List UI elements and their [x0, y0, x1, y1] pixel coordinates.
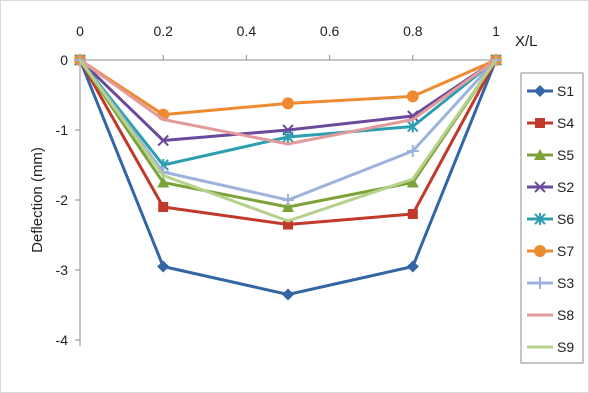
legend-label-s3: S3	[557, 275, 574, 291]
x-tick-label: 0.8	[403, 23, 423, 39]
legend-label-s9: S9	[557, 339, 574, 355]
legend-marker-s3	[534, 277, 546, 289]
data-point-s1	[406, 260, 419, 273]
data-point-s3	[406, 145, 419, 157]
series-layer	[74, 54, 502, 301]
legend-item-s9: S9	[527, 339, 574, 355]
y-tick-label: 0	[60, 52, 68, 68]
data-point-s7	[282, 97, 294, 110]
x-tick-label: 0.6	[320, 23, 340, 39]
data-point-s4	[158, 202, 169, 212]
legend-item-s5: S5	[527, 147, 574, 163]
data-point-s5	[282, 201, 294, 212]
legend-label-s5: S5	[557, 147, 574, 163]
y-tick-label: -2	[56, 192, 69, 208]
y-tick-label: -3	[56, 262, 69, 278]
data-point-s5	[157, 176, 170, 188]
axes: 0 0.2 0.4 0.6 0.8 1 0 -1 -2 -3 -4	[56, 23, 501, 348]
legend-item-s7: S7	[527, 243, 574, 259]
legend-marker-s2	[534, 181, 546, 193]
series-s9	[78, 59, 498, 223]
legend-label-s1: S1	[557, 83, 574, 99]
y-tick-label: -1	[56, 122, 69, 138]
legend-item-s8: S8	[527, 307, 574, 323]
legend: S1 S4 S5 S2 S6 S7 S3 S8 S9	[520, 72, 584, 364]
y-tick-label: -4	[56, 332, 69, 348]
legend-marker-s5	[534, 149, 546, 160]
legend-label-s2: S2	[557, 179, 574, 195]
legend-item-s1: S1	[527, 83, 574, 99]
data-point-s4	[283, 219, 293, 230]
legend-label-s8: S8	[557, 307, 574, 323]
x-tick-label: 0	[76, 23, 84, 39]
legend-marker-s4	[535, 118, 545, 128]
x-axis-title: X/L	[515, 33, 538, 50]
data-point-s4	[407, 209, 418, 219]
data-point-s5	[406, 176, 419, 188]
x-tick-label: 1	[492, 23, 500, 39]
data-point-s7	[406, 90, 419, 103]
data-point-s6	[282, 131, 294, 143]
legend-marker-s6	[534, 213, 546, 225]
data-point-s6	[407, 120, 419, 133]
legend-item-s6: S6	[527, 211, 574, 227]
data-point-s1	[282, 288, 294, 301]
legend-marker-s1	[534, 85, 546, 97]
series-s8	[79, 58, 497, 146]
legend-item-s2: S2	[527, 179, 574, 195]
legend-item-s4: S4	[527, 115, 574, 131]
legend-label-s4: S4	[557, 115, 574, 131]
x-tick-label: 0.2	[153, 23, 173, 39]
data-point-s3	[282, 194, 294, 206]
series-line-s8	[79, 58, 497, 146]
data-point-s2	[157, 134, 169, 147]
legend-marker-s7	[534, 245, 546, 257]
data-point-s1	[157, 260, 170, 273]
legend-label-s7: S7	[557, 243, 574, 259]
legend-item-s3: S3	[527, 275, 574, 291]
y-axis-title: Deflection (mm)	[29, 147, 46, 253]
series-line-s9	[78, 59, 498, 223]
legend-label-s6: S6	[557, 211, 574, 227]
x-tick-label: 0.4	[237, 23, 257, 39]
